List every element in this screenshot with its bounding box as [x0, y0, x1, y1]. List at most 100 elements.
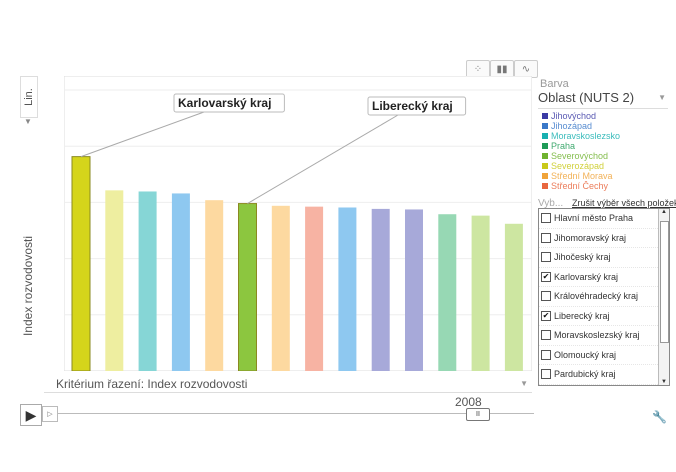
legend-swatch: [542, 163, 548, 169]
bar: [471, 215, 490, 371]
legend-swatch: [542, 153, 548, 159]
filter-item[interactable]: Královéhradecký kraj: [539, 287, 658, 307]
bar: [338, 207, 357, 371]
filter-item-label: Olomoucký kraj: [554, 349, 617, 360]
legend-label: Střední Morava: [551, 171, 613, 181]
filter-item[interactable]: Moravskoslezský kraj: [539, 326, 658, 346]
bar: [504, 223, 523, 371]
wrench-icon[interactable]: 🔧: [652, 410, 667, 424]
color-section-label: Barva: [540, 78, 569, 90]
filter-item[interactable]: Pardubický kraj: [539, 365, 658, 385]
filter-item[interactable]: Plzeňský kraj: [539, 385, 658, 386]
legend-label: Praha: [551, 141, 576, 151]
legend-swatch: [542, 113, 548, 119]
y-scale-arrow-icon: ▼: [24, 117, 32, 126]
bar: [105, 190, 124, 371]
bar: [405, 209, 423, 371]
clear-selection-link[interactable]: Zrušit výběr všech položek: [572, 198, 676, 208]
bar: [71, 156, 91, 371]
legend-swatch: [542, 143, 548, 149]
speed-button[interactable]: ▷: [42, 406, 58, 422]
sort-label: Kritérium řazení: Index rozvodovosti: [56, 377, 248, 391]
checkbox-checked[interactable]: ✔: [541, 310, 551, 321]
speed-icon: ▷: [47, 411, 53, 418]
legend-item: Jihovýchod: [542, 111, 620, 121]
timeline-year: 2008: [455, 395, 482, 409]
checkbox-checked[interactable]: ✔: [541, 271, 551, 282]
callout-label: Karlovarský kraj: [178, 96, 271, 110]
checkbox[interactable]: [541, 349, 551, 360]
legend-label: Jihozápad: [551, 121, 593, 131]
bar: [271, 205, 290, 371]
legend-label: Střední Čechy: [551, 181, 609, 191]
color-legend: Jihovýchod Jihozápad Moravskoslezsko Praha S…: [542, 111, 620, 191]
filter-item-label: Moravskoslezský kraj: [554, 330, 640, 341]
plot-frame: [64, 76, 532, 371]
legend-label: Moravskoslezsko: [551, 131, 621, 141]
y-scale-toggle[interactable]: Lin.: [20, 76, 38, 118]
color-dropdown-arrow-icon: ▼: [658, 93, 666, 102]
filter-item-label: Jihočeský kraj: [554, 252, 611, 263]
checkbox[interactable]: [541, 330, 551, 341]
sort-selector[interactable]: Kritérium řazení: Index rozvodovosti ▼: [44, 376, 532, 393]
scroll-down-icon[interactable]: ▼: [661, 379, 667, 385]
scroll-up-icon[interactable]: ▲: [661, 209, 667, 215]
callout-box: [367, 96, 467, 116]
color-dropdown[interactable]: Oblast (NUTS 2) ▼: [538, 90, 668, 109]
bar: [371, 208, 390, 371]
checkbox[interactable]: [541, 291, 551, 302]
legend-label: Severovýchod: [551, 151, 609, 161]
legend-item: Střední Morava: [542, 171, 620, 181]
filter-item[interactable]: Jihomoravský kraj: [539, 229, 658, 248]
y-axis-title: Index rozvodovosti: [21, 235, 35, 336]
legend-item: Moravskoslezsko: [542, 131, 620, 141]
scroll-thumb[interactable]: [660, 221, 669, 343]
filter-rows: Hlavní město Praha Jihomoravský kraj Jihoč…: [539, 209, 658, 386]
filter-item-label: Hlavní město Praha: [554, 213, 634, 224]
legend-label: Jihovýchod: [551, 111, 597, 121]
checkbox[interactable]: [541, 213, 551, 224]
filter-item-label: Královéhradecký kraj: [554, 291, 639, 302]
legend-swatch: [542, 173, 548, 179]
legend-swatch: [542, 123, 548, 129]
legend-item: Jihozápad: [542, 121, 620, 131]
filter-item-label: Karlovarský kraj: [554, 271, 619, 282]
legend-item: Severozápad: [542, 161, 620, 171]
callout-leader: [80, 111, 205, 158]
legend-swatch: [542, 183, 548, 189]
timeline-handle[interactable]: II: [466, 408, 490, 421]
bar: [138, 191, 157, 371]
filter-scrollbar[interactable]: ▲ ▼: [658, 209, 669, 385]
checkbox[interactable]: [541, 369, 551, 380]
legend-item: Střední Čechy: [542, 181, 620, 191]
legend-item: Severovýchod: [542, 151, 620, 161]
filter-item-label: Liberecký kraj: [554, 310, 610, 321]
bar: [205, 200, 224, 371]
checkbox[interactable]: [541, 252, 551, 263]
region-filter-list[interactable]: Hlavní město Praha Jihomoravský kraj Jihoč…: [538, 208, 670, 386]
filter-header: Vyb... Zrušit výběr všech položek: [538, 198, 676, 210]
y-axis-title-wrap: Index rozvodovosti: [20, 200, 36, 371]
color-dropdown-value: Oblast (NUTS 2): [538, 90, 635, 105]
bar: [238, 203, 257, 371]
filter-item-label: Pardubický kraj: [554, 369, 616, 380]
bar-view-icon[interactable]: ▮▮: [490, 60, 514, 78]
legend-swatch: [542, 133, 548, 139]
play-icon: ▶: [25, 406, 37, 423]
sort-dropdown-arrow-icon: ▼: [520, 379, 528, 388]
y-scale-label: Lin.: [23, 88, 35, 106]
callout-label: Liberecký kraj: [372, 99, 453, 113]
filter-search-input[interactable]: Vyb...: [538, 198, 564, 209]
checkbox[interactable]: [541, 232, 551, 243]
callout-box: [173, 93, 285, 113]
legend-item: Praha: [542, 141, 620, 151]
filter-item[interactable]: Jihočeský kraj: [539, 248, 658, 268]
filter-item-label: Jihomoravský kraj: [554, 232, 627, 243]
filter-item[interactable]: ✔ Liberecký kraj: [539, 307, 658, 326]
legend-label: Severozápad: [551, 161, 605, 171]
filter-item[interactable]: ✔ Karlovarský kraj: [539, 268, 658, 287]
timeline-track[interactable]: [58, 413, 534, 414]
filter-item[interactable]: Olomoucký kraj: [539, 346, 658, 365]
filter-item[interactable]: Hlavní město Praha: [539, 209, 658, 229]
play-button[interactable]: ▶: [20, 404, 42, 426]
